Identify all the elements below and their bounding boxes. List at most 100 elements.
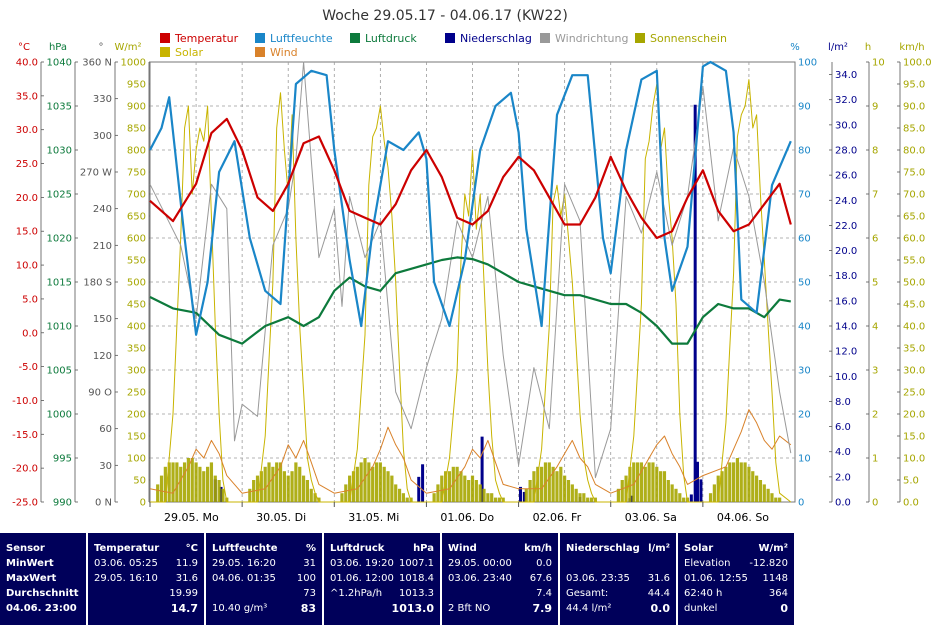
sunshine-bar — [255, 475, 260, 502]
legend-label: Temperatur — [174, 32, 239, 45]
tick-label-winddir: 90 O — [88, 388, 112, 399]
summary-temp: Temperatur °C 03.06. 05:25 11.9 29.05. 16:10… — [88, 533, 204, 625]
tick-label-windspeed: 55.0 — [903, 256, 925, 267]
summary-cell-info: 10.40 g/m³ — [212, 603, 268, 614]
sunshine-bar — [478, 484, 482, 502]
tick-label-windspeed: 35.0 — [903, 344, 925, 355]
sunshine-bar — [275, 462, 279, 502]
summary-header: Temperatur — [94, 543, 160, 554]
series-line-windrichtung — [149, 61, 792, 479]
legend-swatch — [160, 47, 170, 57]
tick-label-pressure: 1005 — [47, 366, 72, 377]
sunshine-bar — [651, 462, 655, 502]
rain-bar — [480, 436, 484, 502]
sunshine-bar — [432, 493, 436, 502]
sunshine-bar — [286, 475, 290, 502]
summary-row: dunkel 0 — [678, 601, 794, 616]
tick-label-humidity: 0 — [798, 498, 804, 509]
tick-label-humidity: 100 — [798, 58, 817, 69]
tick-label-sunhours: 3 — [872, 366, 878, 377]
sunshine-bar — [532, 471, 536, 502]
sunshine-bar — [551, 466, 555, 502]
sunshine-bar — [198, 466, 202, 502]
tick-label-sunhours: 6 — [872, 234, 878, 245]
sunshine-bar — [451, 466, 455, 502]
tick-label-sunhours: 1 — [872, 454, 878, 465]
tick-label-solar: 0 — [140, 498, 146, 509]
tick-label-pressure: 1040 — [47, 58, 72, 69]
tick-label-pressure: 1010 — [47, 322, 72, 333]
rain-bar — [699, 479, 703, 502]
sunshine-bar — [632, 462, 636, 502]
summary-row: 1013.0 — [324, 601, 440, 616]
tick-label-humidity: 70 — [798, 190, 811, 201]
tick-label-solar: 800 — [127, 146, 146, 157]
sunshine-bar — [444, 471, 448, 502]
summary-row-label: Durchschnitt — [6, 588, 79, 599]
tick-label-rain: 14.0 — [835, 322, 857, 333]
x-label: 02.06. Fr — [533, 511, 582, 524]
sunshine-bar — [647, 462, 651, 502]
legend-swatch — [160, 33, 170, 43]
tick-label-windspeed: 0.0 — [903, 498, 919, 509]
sunshine-bar — [374, 462, 379, 502]
tick-label-solar: 350 — [127, 344, 146, 355]
sunshine-bar — [455, 466, 459, 502]
sunshine-bar — [716, 475, 720, 502]
summary-cell-info: 44.4 l/m² — [566, 603, 612, 614]
summary-hum: Luftfeuchte% 29.05. 16:20 31 04.06. 01:35 10… — [206, 533, 322, 625]
summary-cell-value: 31 — [303, 558, 316, 569]
sunshine-bar — [363, 458, 367, 502]
summary-cell-value: 31.6 — [175, 573, 198, 584]
tick-label-windspeed: 85.0 — [903, 124, 925, 135]
summary-cell-info: 29.05. 16:10 — [94, 573, 158, 584]
sunshine-bar — [159, 475, 164, 502]
tick-label-temp: -15.0 — [12, 430, 38, 441]
tick-label-temp: 15.0 — [16, 227, 38, 238]
sunshine-bar — [436, 484, 440, 502]
tick-label-temp: -5.0 — [18, 362, 38, 373]
summary-row: Durchschnitt — [0, 586, 86, 601]
sunshine-bar — [755, 475, 759, 502]
sunshine-bar — [582, 493, 586, 502]
sunshine-bar — [678, 493, 682, 502]
rain-bar — [219, 486, 223, 502]
sunshine-bar — [501, 497, 505, 502]
sunshine-bar — [294, 462, 298, 502]
axis-unit-humidity: % — [790, 42, 800, 53]
tick-label-humidity: 30 — [798, 366, 811, 377]
sunshine-bar — [394, 484, 398, 502]
sunshine-bar — [405, 497, 409, 502]
tick-label-rain: 20.0 — [835, 246, 857, 257]
sunshine-bar — [305, 480, 310, 502]
summary-cell-value: 11.9 — [175, 558, 198, 569]
summary-header-row: Luftdruck hPa — [324, 541, 440, 556]
legend-swatch — [445, 33, 455, 43]
legend: Temperatur Luftfeuchte Luftdruck Niederschl… — [160, 32, 727, 59]
sunshine-bar — [282, 471, 286, 502]
tick-label-winddir: 330 — [93, 94, 112, 105]
sunshine-bar — [186, 458, 190, 502]
sunshine-bar — [194, 462, 198, 502]
sunshine-bar — [263, 466, 267, 502]
rain-bar — [417, 476, 421, 502]
summary-cell-value: 364 — [768, 588, 788, 599]
legend-swatch — [255, 47, 265, 57]
sunshine-bar — [167, 462, 171, 502]
sunshine-bar — [758, 480, 763, 502]
rain-bar — [689, 494, 693, 502]
sunshine-bar — [440, 475, 444, 502]
tick-label-humidity: 80 — [798, 146, 811, 157]
tick-label-winddir: 60 — [99, 424, 112, 435]
sunshine-bar — [179, 466, 183, 502]
summary-row: 2 Bft NO 7.9 — [442, 601, 558, 616]
tick-label-solar: 200 — [127, 410, 146, 421]
summary-row — [560, 556, 676, 571]
tick-label-windspeed: 80.0 — [903, 146, 925, 157]
sunshine-bar — [666, 480, 670, 502]
summary-header-row: Solar W/m² — [678, 541, 794, 556]
tick-label-pressure: 1000 — [47, 410, 72, 421]
tick-label-rain: 28.0 — [835, 146, 857, 157]
x-axis-labels: 29.05. Mo 30.05. Di 31.05. Mi 01.06. Do 02.0… — [149, 502, 769, 524]
sunshine-bar — [751, 471, 755, 502]
